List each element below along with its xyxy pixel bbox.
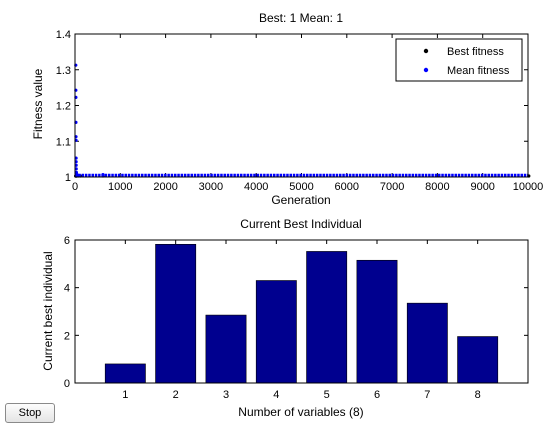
bar	[155, 243, 197, 384]
legend-label-mean: Mean fitness	[447, 65, 510, 77]
bar-chart-ylabel: Current best individual	[41, 251, 55, 370]
legend-label-best: Best fitness	[447, 46, 504, 58]
y-tick-label: 1.3	[56, 65, 71, 77]
y-tick-label: 4	[64, 283, 70, 295]
bar-chart-xlabel: Number of variables (8)	[238, 405, 363, 419]
x-tick-label: 6000	[335, 181, 359, 193]
fitness-axes-box	[74, 33, 529, 178]
mean-fitness-point	[101, 172, 105, 177]
mean-fitness-point	[76, 173, 80, 177]
y-tick-label: 6	[64, 235, 70, 247]
bar	[457, 336, 499, 384]
x-tick-label: 1000	[108, 181, 132, 193]
y-tick-label: 1.1	[56, 136, 71, 148]
bar	[255, 280, 297, 384]
x-tick-label: 7000	[380, 181, 404, 193]
legend-box	[395, 38, 523, 82]
bar	[104, 363, 146, 384]
x-tick-label: 7	[424, 389, 430, 401]
x-tick-label: 2000	[153, 181, 177, 193]
x-tick-label: 3	[223, 389, 229, 401]
fitness-chart-title: Best: 1 Mean: 1	[259, 11, 343, 25]
y-tick-label: 1	[65, 172, 71, 184]
x-tick-label: 8	[475, 389, 481, 401]
bar-axes-box	[74, 239, 529, 384]
bar	[306, 251, 348, 384]
legend-marker-mean	[423, 67, 429, 73]
y-tick-label: 1.2	[56, 101, 71, 113]
fitness-chart: Best: 1 Mean: 1 Fitness value Generation…	[31, 11, 543, 207]
x-tick-label: 8000	[425, 181, 449, 193]
fitness-ticks: 0 1000 2000 3000 4000 5000 6000 7000 8000 9000 100…	[56, 29, 544, 193]
fitness-points	[74, 63, 531, 178]
x-tick-label: 6	[374, 389, 380, 401]
bar	[205, 314, 247, 384]
x-tick-label: 0	[72, 181, 78, 193]
x-tick-label: 5000	[289, 181, 313, 193]
x-tick-label: 2	[173, 389, 179, 401]
bar-bars	[104, 243, 499, 384]
x-tick-label: 10000	[513, 181, 544, 193]
y-tick-label: 0	[64, 378, 70, 390]
x-tick-label: 4	[273, 389, 279, 401]
x-tick-label: 4000	[244, 181, 268, 193]
x-tick-label: 1	[122, 389, 128, 401]
best-individual-chart: Current Best Individual Current best ind…	[41, 217, 529, 419]
bar	[356, 259, 398, 384]
y-tick-label: 1.4	[56, 29, 71, 41]
x-tick-label: 5	[324, 389, 330, 401]
x-tick-label: 9000	[470, 181, 494, 193]
stop-button[interactable]: Stop	[5, 403, 55, 423]
legend-marker-best	[423, 48, 429, 54]
fitness-chart-xlabel: Generation	[271, 193, 330, 207]
bar	[406, 302, 448, 384]
fitness-chart-ylabel: Fitness value	[31, 68, 45, 139]
fitness-legend: Best fitness Mean fitness	[395, 38, 523, 82]
x-tick-label: 3000	[199, 181, 223, 193]
bar-chart-title: Current Best Individual	[240, 217, 361, 231]
y-tick-label: 2	[64, 330, 70, 342]
